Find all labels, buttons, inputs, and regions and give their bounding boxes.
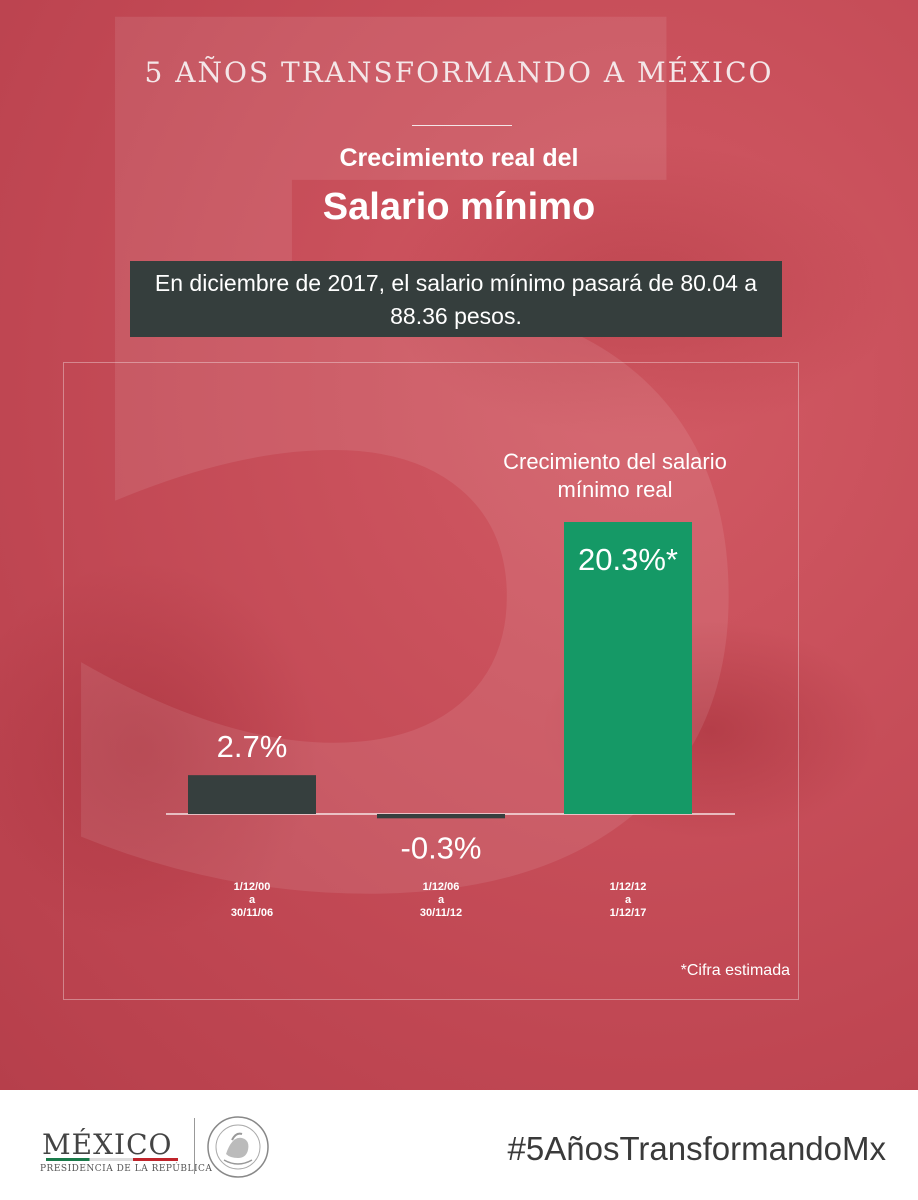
category-label-2-line-1: 1/12/06 (423, 881, 460, 893)
annotation-line-2: mínimo real (558, 477, 673, 502)
header-title: 5 AÑOS TRANSFORMANDO A MÉXICO (144, 56, 774, 89)
logo-subtitle: PRESIDENCIA DE LA REPÚBLICA (40, 1164, 213, 1174)
bar-2 (377, 814, 505, 819)
data-label-3: 20.3%* (578, 542, 678, 577)
footnote: *Cifra estimada (681, 962, 790, 979)
national-seal-icon (207, 1116, 269, 1178)
chart-title: Salario mínimo (322, 186, 596, 228)
data-label-2: -0.3% (401, 830, 482, 865)
category-label-2-line-3: 30/11/12 (420, 907, 462, 919)
hero-background (0, 0, 918, 1090)
campaign-hashtag: #5AñosTransformandoMx (507, 1130, 886, 1167)
category-label-1-line-1: 1/12/00 (234, 881, 271, 893)
footer: MÉXICO PRESIDENCIA DE LA REPÚBLICA #5Año… (0, 1090, 918, 1200)
bar-chart: 2.7%1/12/00a30/11/06-0.3%1/12/06a30/11/1… (188, 449, 790, 979)
annotation-line-1: Crecimiento del salario (503, 449, 727, 474)
info-note: En diciembre de 2017, el salario mínimo … (130, 261, 782, 337)
chart-subtitle: Crecimiento real del (339, 144, 579, 172)
flag-stripe (46, 1158, 178, 1161)
category-label-1-line-3: 30/11/06 (231, 907, 273, 919)
header-divider (412, 125, 512, 126)
category-label-2-line-2: a (438, 894, 445, 906)
category-label-3-line-1: 1/12/12 (610, 881, 647, 893)
bar-3 (564, 522, 692, 814)
logo-divider (194, 1118, 195, 1174)
bar-1 (188, 775, 316, 814)
data-label-1: 2.7% (217, 729, 288, 764)
mexico-logo-text: MÉXICO (42, 1128, 173, 1161)
category-label-3-line-2: a (625, 894, 632, 906)
category-label-1-line-2: a (249, 894, 256, 906)
category-label-3-line-3: 1/12/17 (610, 907, 647, 919)
chart-frame (63, 362, 799, 1000)
